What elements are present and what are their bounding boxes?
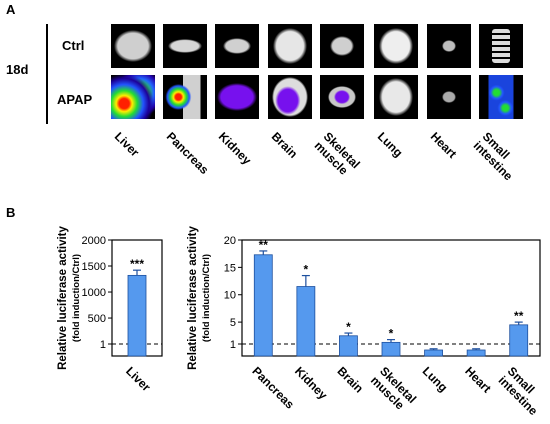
row-label-apap: APAP [57, 92, 93, 107]
apap-image-skeletal [320, 75, 364, 119]
y-tick-label: 10 [224, 290, 236, 302]
y-tick-label: 5 [230, 317, 236, 329]
apap-image-lung [374, 75, 418, 119]
significance-marker: * [389, 327, 394, 341]
bar-pancreas [253, 254, 273, 357]
bar-heart [466, 349, 486, 357]
x-tick-label-line: Kidney [292, 364, 330, 402]
organ-label-liver: Liver [111, 129, 142, 160]
y-axis-label: Relative luciferase activity [187, 225, 199, 369]
bar-kidney [296, 286, 316, 357]
y-tick-label: 500 [88, 313, 106, 325]
panel-a-letter: A [6, 2, 16, 17]
y-axis-sublabel: (fold induction/Ctrl) [71, 254, 82, 342]
x-tick-label-lung: Lung [420, 364, 451, 395]
significance-marker: ** [514, 309, 524, 323]
organ-label-brain: Brain [268, 129, 301, 161]
apap-image-kidney [215, 75, 259, 119]
organs-luciferase-chart: 20 15 10 5 1 Relative luciferase activity (fol… [187, 225, 541, 418]
y-tick-label: 1500 [82, 261, 106, 273]
y-axis-sublabel: (fold induction/Ctrl) [201, 254, 212, 342]
y-tick-label: 1 [230, 339, 236, 351]
ctrl-image-small [479, 24, 523, 68]
organ-label-skeletal: Skeletal muscle [311, 129, 363, 178]
organ-label-kidney: Kidney [215, 129, 255, 168]
x-tick-label-brain: Brain [335, 364, 367, 396]
organ-label-heart: Heart [427, 129, 460, 161]
x-tick-label-line: Liver [123, 364, 153, 394]
row-bracket [46, 24, 48, 124]
x-tick-label-pancreas: Pancreas [249, 364, 297, 412]
organ-label-pancreas: Pancreas [163, 129, 212, 177]
y-tick-label: 20 [224, 235, 236, 247]
x-tick-label-liver: Liver [123, 364, 153, 394]
row-label-ctrl: Ctrl [62, 38, 85, 53]
ctrl-image-pancreas [163, 24, 207, 68]
apap-image-brain [268, 75, 312, 119]
organ-label-lung: Lung [374, 129, 406, 160]
apap-image-liver [111, 75, 155, 119]
bar-small [509, 324, 529, 357]
ctrl-image-lung [374, 24, 418, 68]
x-tick-label-line: Lung [420, 364, 451, 395]
significance-marker: ** [259, 238, 269, 252]
timepoint-label: 18d [6, 62, 29, 77]
ctrl-image-liver [111, 24, 155, 68]
bar-lung [424, 349, 443, 357]
significance-marker: *** [130, 257, 144, 271]
ctrl-image-heart [427, 24, 471, 68]
x-tick-label-heart: Heart [462, 364, 494, 396]
bar-brain [339, 335, 358, 357]
significance-marker: * [304, 263, 309, 277]
apap-image-pancreas [163, 75, 207, 119]
x-tick-label-line: Pancreas [249, 364, 297, 412]
bar-liver [127, 274, 147, 357]
y-tick-label: 1000 [82, 287, 106, 299]
y-axis-label: Relative luciferase activity [57, 225, 69, 369]
x-tick-label-line: Heart [462, 364, 494, 396]
organ-label-small: Small intestine [470, 129, 516, 184]
bar-skeletal [381, 341, 401, 357]
y-tick-label: 1 [100, 339, 106, 351]
apap-image-heart [427, 75, 471, 119]
liver-luciferase-chart: 2000 1500 1000 500 1 Relative luciferase acti… [57, 225, 163, 394]
x-tick-label-kidney: Kidney [292, 364, 330, 402]
apap-image-small [479, 75, 523, 119]
x-tick-label-line: Brain [335, 364, 367, 396]
ctrl-image-brain [268, 24, 312, 68]
ctrl-image-skeletal [320, 24, 364, 68]
significance-marker: * [346, 320, 351, 334]
y-tick-label: 15 [224, 262, 236, 274]
panel-b-letter: B [6, 205, 16, 220]
ctrl-image-kidney [215, 24, 259, 68]
y-tick-label: 2000 [82, 235, 106, 247]
